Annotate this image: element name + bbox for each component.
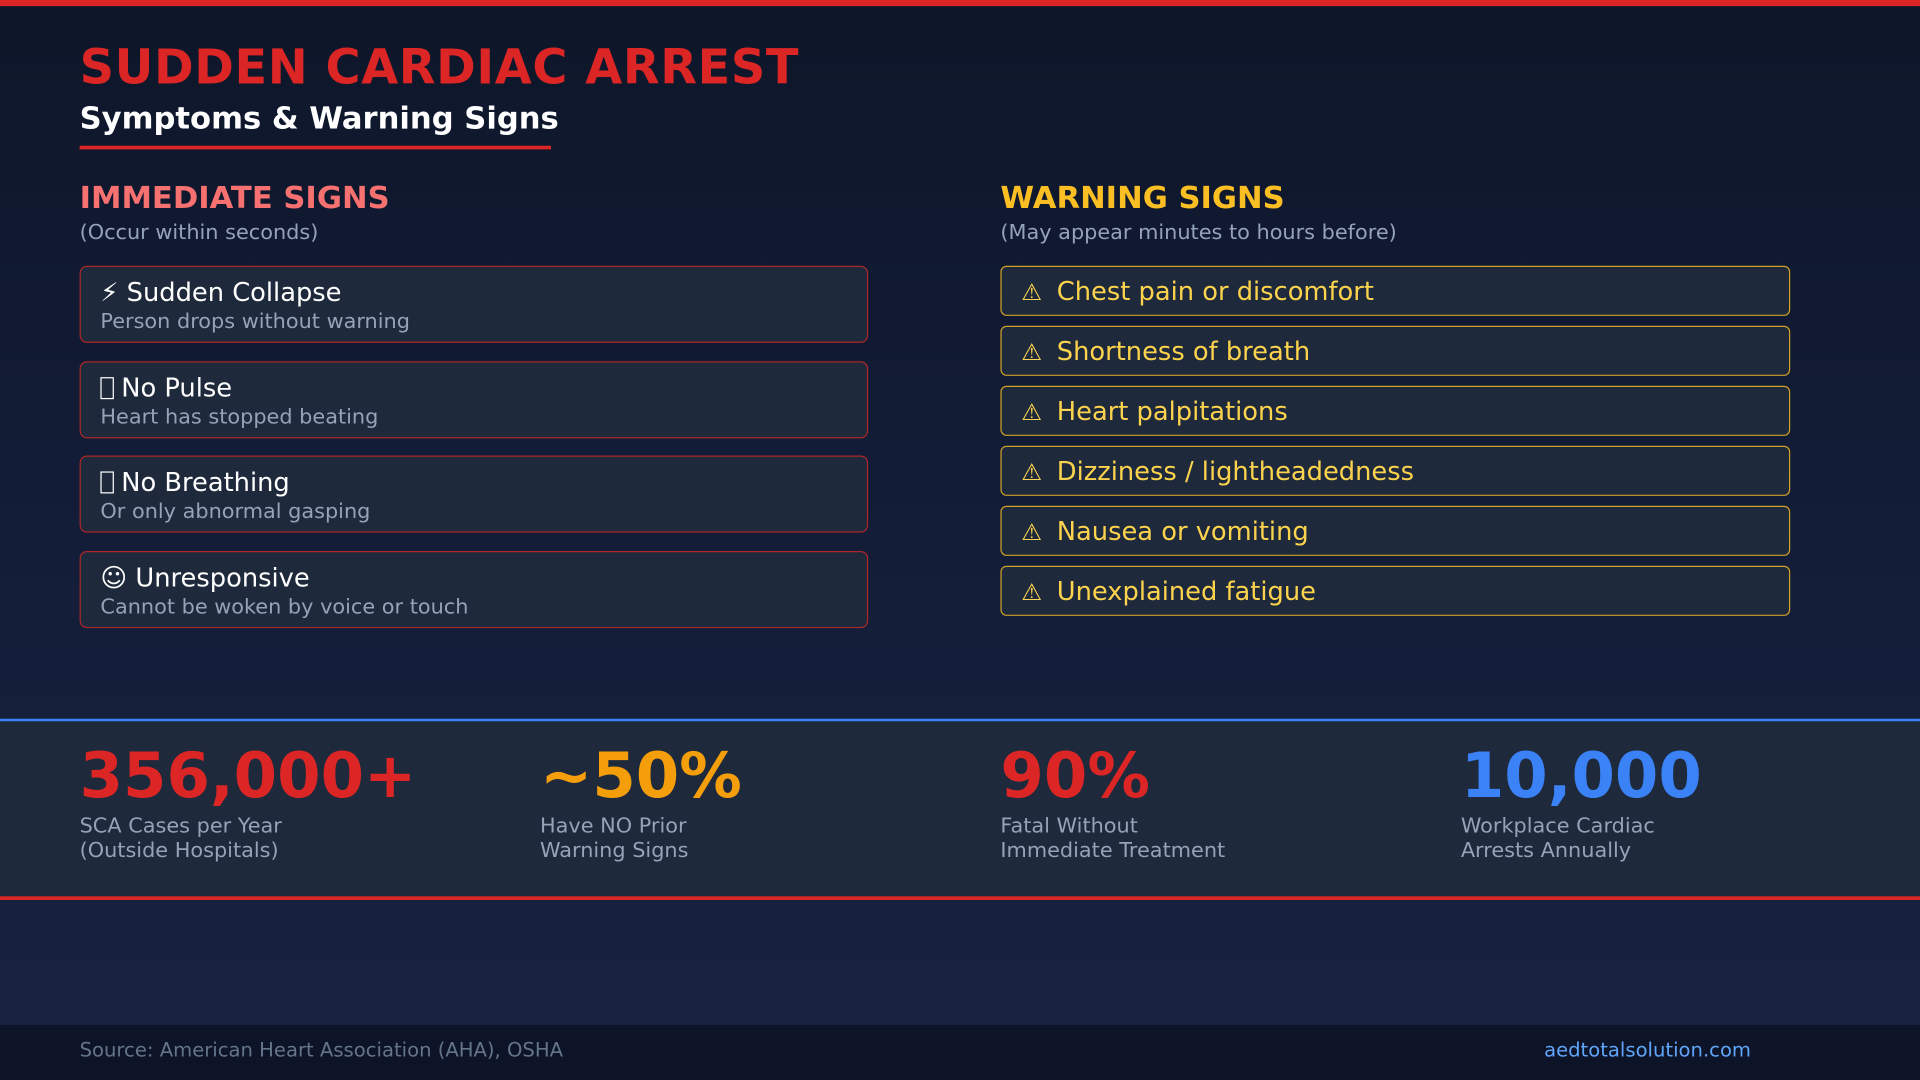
stat-label: Workplace Cardiac bbox=[1460, 814, 1655, 839]
stat-label: Arrests Annually bbox=[1460, 838, 1632, 864]
warning-icon: ⚠ bbox=[1021, 339, 1043, 367]
stat-no-warning: ~50% Have NO Prior Warning Signs bbox=[540, 741, 742, 863]
immediate-signs-subheading: (Occur within seconds) bbox=[79, 220, 319, 245]
stat-fatal: 90% Fatal Without Immediate Treatment bbox=[1000, 741, 1225, 863]
page-title: SUDDEN CARDIAC ARREST bbox=[79, 40, 800, 96]
lungs-icon bbox=[100, 471, 114, 494]
stat-value: 10,000 bbox=[1460, 740, 1702, 814]
warning-icon: ⚠ bbox=[1021, 459, 1043, 487]
title-underline bbox=[79, 145, 552, 150]
warning-sign-label: Heart palpitations bbox=[1056, 396, 1288, 427]
sign-title: Unresponsive bbox=[135, 563, 310, 593]
stat-workplace: 10,000 Workplace Cardiac Arrests Annuall… bbox=[1461, 741, 1702, 863]
immediate-sign-card: ☺ Unresponsive Cannot be woken by voice … bbox=[79, 551, 869, 629]
sign-title: No Breathing bbox=[121, 467, 290, 498]
warning-sign-label: Unexplained fatigue bbox=[1056, 576, 1316, 607]
warning-signs-subheading: (May appear minutes to hours before) bbox=[1000, 220, 1397, 245]
heart-icon bbox=[100, 377, 114, 400]
warning-sign-label: Chest pain or discomfort bbox=[1056, 276, 1374, 307]
face-icon: ☺ bbox=[100, 563, 128, 593]
warning-sign-label: Shortness of breath bbox=[1056, 336, 1311, 367]
immediate-sign-card: ⚡ Sudden Collapse Person drops without w… bbox=[79, 265, 869, 343]
warning-icon: ⚠ bbox=[1021, 579, 1043, 607]
stat-value: 356,000+ bbox=[79, 740, 417, 814]
sign-description: Person drops without warning bbox=[100, 309, 410, 335]
warning-sign-card: ⚠ Nausea or vomiting bbox=[1000, 505, 1791, 556]
stat-label: Immediate Treatment bbox=[1000, 838, 1226, 864]
warning-icon: ⚠ bbox=[1021, 279, 1043, 307]
stat-label: Warning Signs bbox=[540, 838, 689, 864]
source-note: Source: American Heart Association (AHA)… bbox=[79, 1038, 563, 1062]
warning-sign-card: ⚠ Unexplained fatigue bbox=[1000, 565, 1791, 616]
warning-sign-label: Dizziness / lightheadedness bbox=[1056, 456, 1415, 487]
stat-label: SCA Cases per Year bbox=[79, 814, 282, 839]
warning-sign-label: Nausea or vomiting bbox=[1056, 516, 1309, 547]
immediate-signs-heading: IMMEDIATE SIGNS bbox=[79, 180, 390, 216]
sign-description: Heart has stopped beating bbox=[100, 405, 379, 430]
immediate-sign-card: No Breathing Or only abnormal gasping bbox=[79, 455, 869, 533]
immediate-sign-card: No Pulse Heart has stopped beating bbox=[79, 361, 869, 439]
warning-signs-heading: WARNING SIGNS bbox=[1000, 180, 1285, 216]
website-link[interactable]: aedtotalsolution.com bbox=[1544, 1038, 1752, 1062]
warning-sign-card: ⚠ Chest pain or discomfort bbox=[1000, 265, 1791, 316]
stat-label: Have NO Prior bbox=[540, 814, 687, 839]
top-accent-bar bbox=[0, 0, 1920, 7]
warning-sign-card: ⚠ Heart palpitations bbox=[1000, 385, 1791, 436]
warning-sign-card: ⚠ Shortness of breath bbox=[1000, 325, 1791, 376]
footer bbox=[0, 1024, 1920, 1080]
warning-icon: ⚠ bbox=[1021, 519, 1043, 547]
warning-icon: ⚠ bbox=[1021, 399, 1043, 427]
stat-value: ~50% bbox=[540, 740, 742, 814]
warning-sign-card: ⚠ Dizziness / lightheadedness bbox=[1000, 445, 1791, 496]
stat-label: (Outside Hospitals) bbox=[79, 838, 279, 864]
sign-description: Cannot be woken by voice or touch bbox=[100, 595, 469, 620]
stat-value: 90% bbox=[1000, 740, 1150, 814]
stat-sca-cases: 356,000+ SCA Cases per Year (Outside Hos… bbox=[80, 741, 417, 863]
stat-label: Fatal Without bbox=[1000, 814, 1138, 839]
lightning-icon: ⚡ bbox=[100, 277, 119, 308]
sign-title: Sudden Collapse bbox=[126, 277, 342, 308]
sign-title: No Pulse bbox=[121, 373, 233, 403]
sign-description: Or only abnormal gasping bbox=[100, 499, 371, 525]
stats-band: 356,000+ SCA Cases per Year (Outside Hos… bbox=[0, 718, 1920, 901]
page-subtitle: Symptoms & Warning Signs bbox=[79, 100, 559, 136]
